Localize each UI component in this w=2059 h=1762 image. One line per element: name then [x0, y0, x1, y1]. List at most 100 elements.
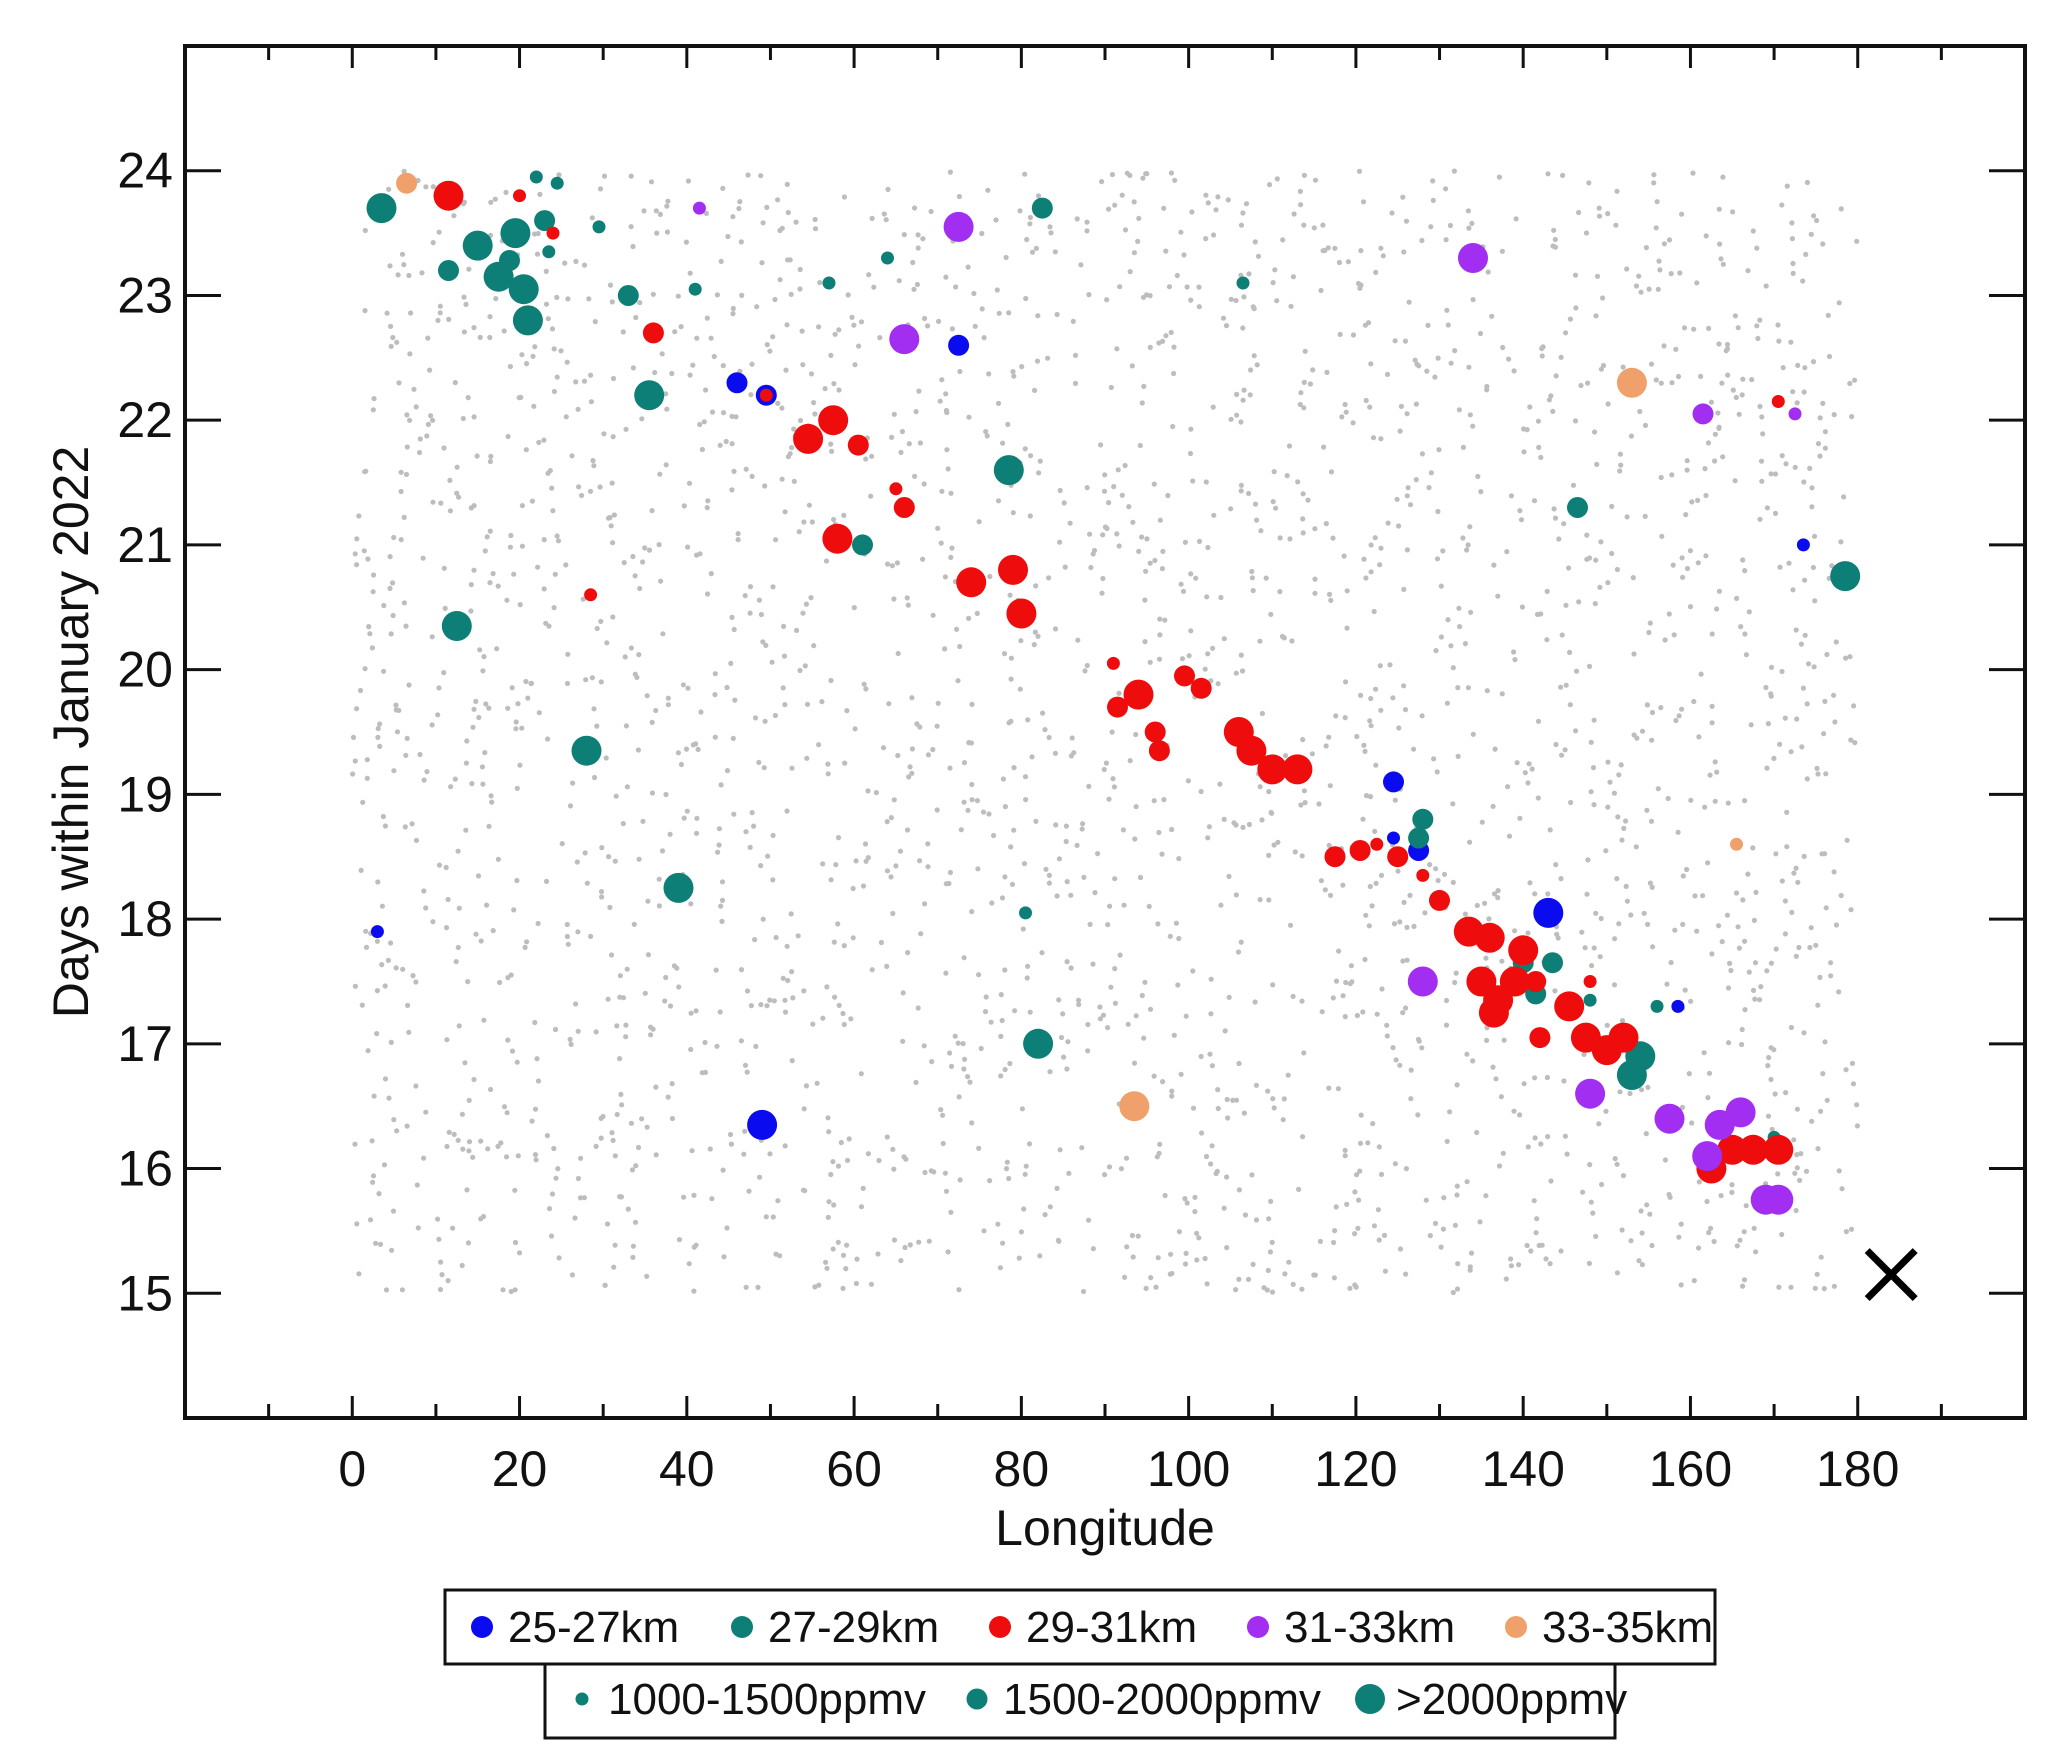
background-dot — [1735, 325, 1741, 331]
data-point-29-31km — [1106, 656, 1120, 670]
data-point-27-29km — [663, 872, 694, 903]
background-dot — [1591, 945, 1597, 951]
background-dot — [1745, 871, 1751, 877]
background-dot — [1821, 1286, 1827, 1292]
background-dot — [1679, 706, 1685, 712]
background-dot — [591, 463, 597, 469]
background-dot — [756, 759, 762, 766]
background-dot — [943, 970, 949, 976]
background-dot — [1532, 891, 1538, 897]
background-dot — [1099, 179, 1105, 185]
background-dot — [598, 1115, 604, 1121]
background-dot — [1220, 315, 1227, 321]
background-dot — [653, 1152, 659, 1158]
background-dot — [1618, 462, 1624, 468]
background-dot — [1670, 562, 1676, 568]
background-dot — [664, 229, 671, 235]
background-dot — [1091, 547, 1098, 554]
background-dot — [1807, 944, 1813, 951]
background-dot — [671, 963, 678, 969]
legend-marker-1000-1500ppmv — [575, 1692, 589, 1706]
background-dot — [1536, 1242, 1542, 1249]
background-dot — [1348, 963, 1354, 969]
background-dot — [730, 305, 736, 312]
background-dot — [370, 1173, 377, 1179]
background-dot — [1175, 982, 1181, 988]
background-dot — [1252, 501, 1259, 507]
background-dot — [1723, 348, 1729, 354]
background-dot — [1751, 917, 1757, 924]
background-dot — [1568, 799, 1574, 806]
background-dot — [1535, 418, 1541, 424]
background-dot — [548, 1233, 555, 1239]
background-dot — [421, 888, 427, 894]
background-dot — [1655, 286, 1661, 292]
background-dot — [437, 310, 443, 316]
background-dot — [1435, 355, 1441, 361]
background-dot — [811, 643, 817, 649]
background-dot — [1782, 898, 1788, 904]
background-dot — [911, 286, 917, 292]
background-dot — [738, 1038, 745, 1044]
background-dot — [1336, 948, 1342, 954]
background-dot — [1706, 1230, 1712, 1236]
background-dot — [835, 835, 842, 841]
data-point-27-29km — [1023, 1028, 1054, 1059]
background-dot — [1122, 462, 1128, 469]
background-dot — [1818, 1254, 1824, 1260]
background-dot — [1384, 1022, 1390, 1028]
background-dot — [1822, 698, 1828, 705]
background-dot — [430, 919, 436, 925]
background-dot — [1033, 583, 1039, 589]
data-point-25-27km — [1671, 999, 1685, 1013]
background-dot — [1222, 1028, 1228, 1034]
background-dot — [693, 830, 700, 836]
background-dot — [1460, 535, 1466, 541]
background-dot — [729, 487, 735, 493]
background-dot — [1122, 1274, 1128, 1280]
background-dot — [1792, 1170, 1798, 1176]
background-dot — [935, 700, 941, 706]
background-dot — [1561, 521, 1567, 527]
background-dot — [1235, 949, 1242, 955]
background-dot — [1695, 560, 1701, 566]
background-dot — [1454, 1286, 1461, 1292]
background-dot — [1678, 1221, 1684, 1227]
background-dot — [1333, 1204, 1339, 1210]
background-dot — [650, 291, 656, 297]
background-dot — [1613, 222, 1619, 228]
background-dot — [1818, 1108, 1824, 1114]
background-dot — [1448, 643, 1454, 649]
background-dot — [1029, 754, 1035, 760]
background-dot — [1332, 245, 1338, 251]
background-dot — [1698, 373, 1704, 379]
background-dot — [860, 1185, 866, 1191]
background-dot — [1119, 192, 1125, 198]
background-dot — [1812, 598, 1818, 604]
background-dot — [1784, 844, 1790, 850]
background-dot — [1811, 213, 1817, 219]
background-dot — [925, 323, 931, 329]
background-dot — [1808, 231, 1814, 237]
background-dot — [388, 343, 394, 349]
background-dot — [383, 1287, 390, 1293]
background-dot — [463, 760, 469, 766]
background-dot — [1603, 1108, 1609, 1114]
background-dot — [1076, 1001, 1082, 1008]
background-dot — [1532, 1075, 1538, 1081]
background-dot — [1377, 562, 1383, 568]
background-dot — [1684, 467, 1690, 473]
data-point-27-29km — [1019, 906, 1032, 920]
background-dot — [1190, 478, 1196, 484]
background-dot — [1844, 837, 1850, 843]
background-dot — [1182, 539, 1188, 545]
background-dot — [1759, 478, 1765, 484]
background-dot — [609, 1130, 615, 1136]
background-dot — [769, 659, 775, 665]
background-dot — [852, 362, 858, 368]
background-dot — [1673, 717, 1679, 724]
background-dot — [1270, 982, 1276, 988]
background-dot — [1649, 1242, 1655, 1249]
background-dot — [803, 601, 810, 607]
background-dot — [1829, 563, 1835, 569]
